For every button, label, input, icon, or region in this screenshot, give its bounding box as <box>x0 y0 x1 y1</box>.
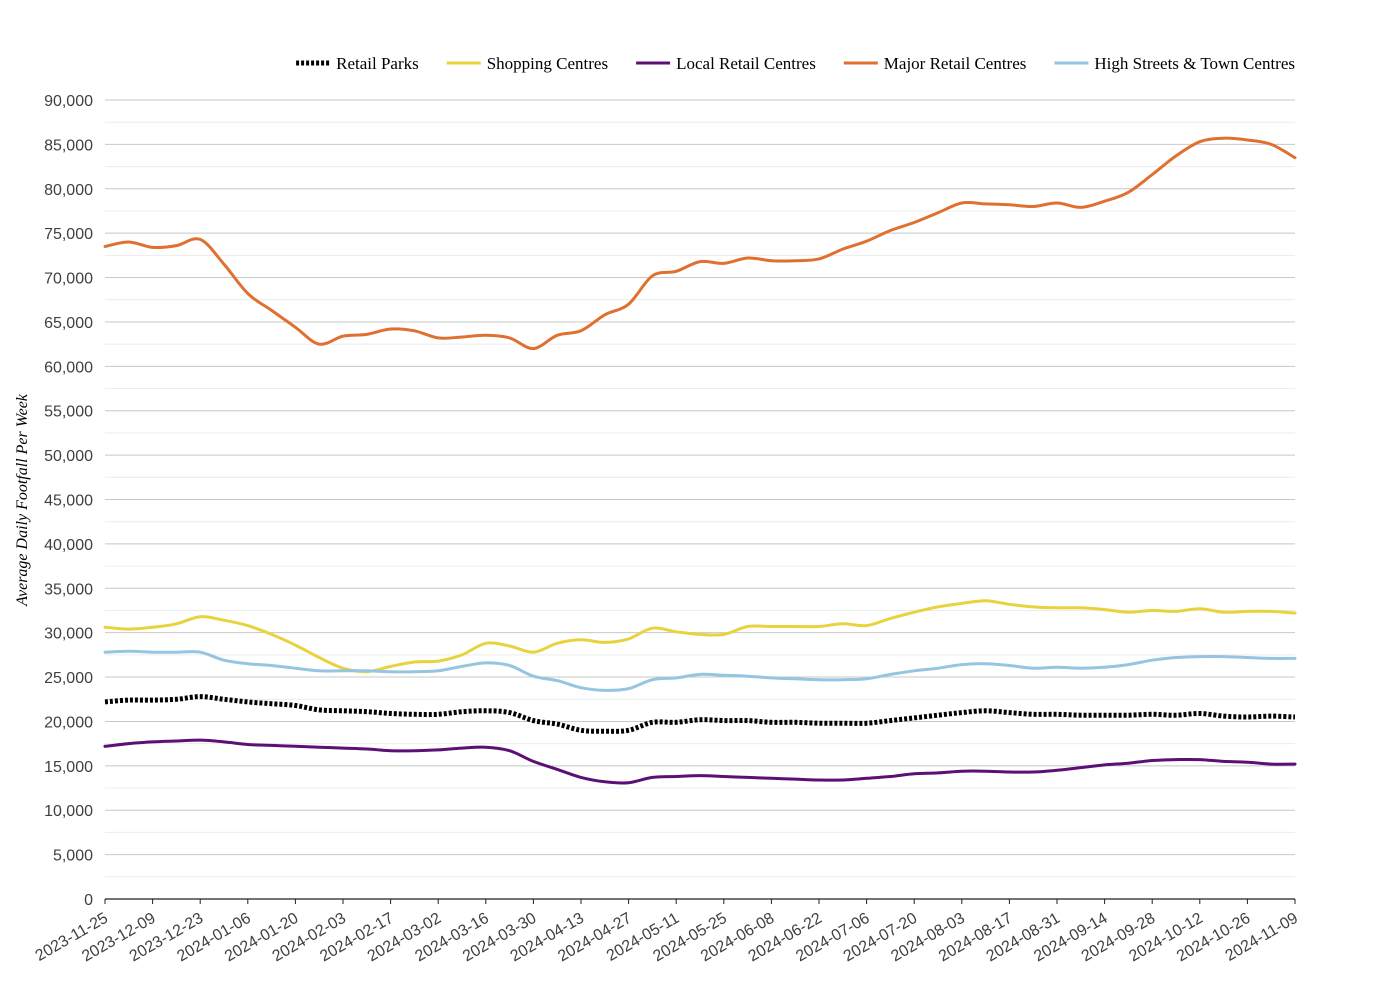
y-tick-label: 0 <box>84 892 93 909</box>
y-tick-label: 35,000 <box>44 581 93 598</box>
series-lines <box>103 136 1297 785</box>
series-line-shopping-centres <box>103 599 1297 674</box>
series-line-local-retail-centres <box>103 738 1297 785</box>
y-tick-label: 75,000 <box>44 226 93 243</box>
y-tick-label: 20,000 <box>44 714 93 731</box>
legend: Retail Parks Shopping Centres Local Retail… <box>296 54 1295 73</box>
gridlines <box>105 99 1295 878</box>
legend-item-major-retail-centres: Major Retail Centres <box>843 54 1027 73</box>
series-line-major-retail-centres <box>103 136 1297 351</box>
y-tick-label: 25,000 <box>44 670 93 687</box>
legend-item-high-streets-and-town-centres: High Streets & Town Centres <box>1054 54 1295 73</box>
y-tick-label: 50,000 <box>44 448 93 465</box>
series-line-high-streets-and-town-centres <box>103 649 1297 692</box>
y-tick-label: 10,000 <box>44 803 93 820</box>
y-tick-label: 70,000 <box>44 271 93 288</box>
legend-item-shopping-centres: Shopping Centres <box>446 54 608 73</box>
y-tick-label: 30,000 <box>44 626 93 643</box>
y-tick-label: 65,000 <box>44 315 93 332</box>
y-tick-label: 60,000 <box>44 359 93 376</box>
legend-label: Shopping Centres <box>487 54 608 73</box>
y-tick-label: 5,000 <box>53 848 93 865</box>
y-tick-label: 55,000 <box>44 404 93 421</box>
y-tick-label: 40,000 <box>44 537 93 554</box>
y-tick-label: 90,000 <box>44 93 93 110</box>
legend-label: Major Retail Centres <box>884 54 1027 73</box>
axes: 0 5,000 10,000 15,000 20,000 25,000 30,000 35,0… <box>33 93 1301 965</box>
series-line-retail-parks <box>104 694 1296 734</box>
y-tick-label: 45,000 <box>44 493 93 510</box>
legend-label: Retail Parks <box>336 54 419 73</box>
legend-item-local-retail-centres: Local Retail Centres <box>636 54 816 73</box>
legend-item-retail-parks: Retail Parks <box>296 54 419 73</box>
y-axis-label: Average Daily Footfall Per Week <box>14 393 31 607</box>
y-tick-label: 85,000 <box>44 137 93 154</box>
legend-label: High Streets & Town Centres <box>1094 54 1295 73</box>
legend-label: Local Retail Centres <box>676 54 816 73</box>
y-tick-label: 15,000 <box>44 759 93 776</box>
y-tick-label: 80,000 <box>44 182 93 199</box>
